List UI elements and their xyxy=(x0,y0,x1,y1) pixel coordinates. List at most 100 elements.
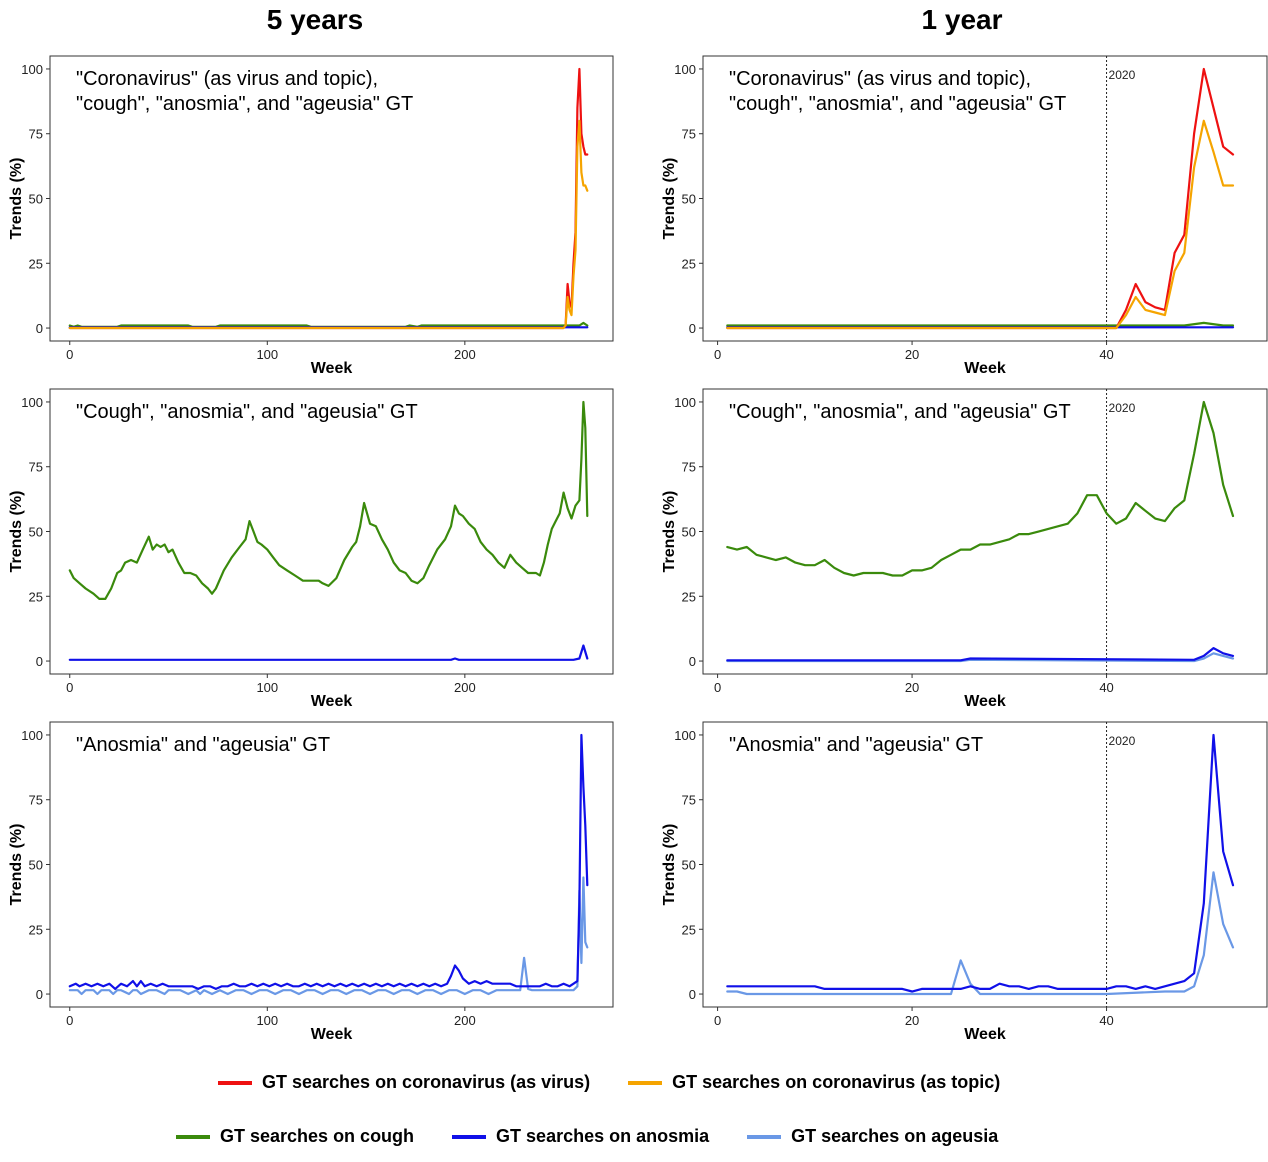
year-2020-marker-label: 2020 xyxy=(1109,401,1136,415)
legend-label-ageusia: GT searches on ageusia xyxy=(791,1126,999,1146)
y-axis-label: Trends (%) xyxy=(8,491,25,573)
x-axis-label: Week xyxy=(964,1026,1006,1043)
y-tick-label: 25 xyxy=(29,256,43,271)
y-tick-label: 100 xyxy=(21,395,43,410)
legend-swatch-anosmia xyxy=(452,1134,487,1139)
legend-item-virus: GT searches on coronavirus (as virus) xyxy=(218,1072,590,1093)
y-tick-label: 0 xyxy=(689,321,696,336)
y-tick-label: 0 xyxy=(689,987,696,1002)
y-tick-label: 50 xyxy=(682,858,696,873)
x-axis-label: Week xyxy=(311,360,353,377)
y-tick-label: 50 xyxy=(682,525,696,540)
y-tick-label: 75 xyxy=(682,127,696,142)
plot-frame xyxy=(49,388,614,675)
legend-swatch-cough xyxy=(176,1134,210,1139)
y-tick-label: 50 xyxy=(682,192,696,207)
panel-title-line-2: "cough", "anosmia", and "ageusia" GT xyxy=(729,93,1066,115)
x-tick-label: 0 xyxy=(66,347,73,362)
x-axis-label: Week xyxy=(964,693,1006,710)
x-tick-label: 0 xyxy=(714,680,721,695)
year-2020-marker-label: 2020 xyxy=(1109,734,1136,748)
y-tick-label: 50 xyxy=(29,525,43,540)
y-tick-label: 0 xyxy=(689,654,696,669)
x-tick-label: 40 xyxy=(1099,1013,1113,1028)
legend-label-topic: GT searches on coronavirus (as topic) xyxy=(672,1072,1001,1092)
x-tick-label: 20 xyxy=(905,347,919,362)
legend-item-ageusia: GT searches on ageusia xyxy=(747,1126,998,1147)
legend-label-cough: GT searches on cough xyxy=(220,1126,415,1146)
series-line-ageusia xyxy=(726,871,1235,996)
legend-label-anosmia: GT searches on anosmia xyxy=(496,1126,710,1146)
y-tick-label: 50 xyxy=(29,858,43,873)
panel-title-line-2: "cough", "anosmia", and "ageusia" GT xyxy=(76,93,413,115)
legend-row-1: GT searches on coronavirus (as virus) GT… xyxy=(218,1072,1038,1093)
year-2020-marker-label: 2020 xyxy=(1109,68,1136,82)
series-line-cough xyxy=(726,321,1235,327)
x-tick-label: 100 xyxy=(256,1013,278,1028)
y-tick-label: 75 xyxy=(682,793,696,808)
y-tick-label: 50 xyxy=(29,192,43,207)
y-axis-label: Trends (%) xyxy=(8,158,25,240)
panel-title-line-1: "Anosmia" and "ageusia" GT xyxy=(76,734,330,756)
legend-swatch-topic xyxy=(628,1080,663,1085)
series-line-topic xyxy=(68,119,589,330)
legend-label-virus: GT searches on coronavirus (as virus) xyxy=(262,1072,591,1092)
series-line-virus xyxy=(726,67,1235,330)
x-axis-label: Week xyxy=(311,1026,353,1043)
x-tick-label: 0 xyxy=(66,1013,73,1028)
legend-swatch-virus xyxy=(218,1080,252,1085)
plot-frame xyxy=(702,388,1268,675)
y-tick-label: 100 xyxy=(674,62,696,77)
chart-panel-1: 0 25 50 75 100 0 100 200 Week Trends (%) "Coronavi… xyxy=(8,55,614,377)
x-tick-label: 200 xyxy=(454,347,476,362)
x-tick-label: 0 xyxy=(714,347,721,362)
x-tick-label: 40 xyxy=(1099,347,1113,362)
y-axis-label: Trends (%) xyxy=(8,824,25,906)
y-tick-label: 100 xyxy=(674,728,696,743)
chart-panel-2: 0 25 50 75 100 0 20 40 Week Trends (%) 2020 "Corona… xyxy=(661,55,1268,377)
series-line-topic xyxy=(726,119,1235,330)
x-tick-label: 200 xyxy=(454,1013,476,1028)
chart-panel-5: 0 25 50 75 100 0 100 200 Week Trends (%) "Anosmia"… xyxy=(8,721,614,1043)
panel-title-line-1: "Anosmia" and "ageusia" GT xyxy=(729,734,983,756)
y-tick-label: 25 xyxy=(682,589,696,604)
y-tick-label: 25 xyxy=(682,256,696,271)
series-line-cough xyxy=(726,400,1235,577)
y-axis-label: Trends (%) xyxy=(661,158,678,240)
legend-row-2: GT searches on cough GT searches on anos… xyxy=(176,1126,1036,1147)
plot-frame xyxy=(702,721,1268,1008)
series-line-cough xyxy=(68,400,589,601)
x-tick-label: 0 xyxy=(714,1013,721,1028)
chart-panel-6: 0 25 50 75 100 0 20 40 Week Trends (%) 2020 "Anosmi… xyxy=(661,721,1268,1043)
y-tick-label: 100 xyxy=(674,395,696,410)
y-tick-label: 25 xyxy=(29,589,43,604)
column-title-1-year: 1 year xyxy=(921,4,1003,35)
x-tick-label: 20 xyxy=(905,1013,919,1028)
series-line-anosmia xyxy=(726,733,1235,993)
plot-frame xyxy=(49,721,614,1008)
y-axis-label: Trends (%) xyxy=(661,491,678,573)
x-tick-label: 100 xyxy=(256,347,278,362)
legend-item-cough: GT searches on cough xyxy=(176,1126,414,1147)
legend-item-topic: GT searches on coronavirus (as topic) xyxy=(628,1072,1000,1093)
y-tick-label: 75 xyxy=(29,793,43,808)
panel-title-line-1: "Coronavirus" (as virus and topic), xyxy=(729,68,1031,90)
legend-item-anosmia: GT searches on anosmia xyxy=(452,1126,709,1147)
y-tick-label: 75 xyxy=(682,460,696,475)
y-tick-label: 75 xyxy=(29,127,43,142)
y-tick-label: 25 xyxy=(682,922,696,937)
x-tick-label: 100 xyxy=(256,680,278,695)
panel-title-line-1: "Cough", "anosmia", and "ageusia" GT xyxy=(76,401,418,423)
chart-panel-4: 0 25 50 75 100 0 20 40 Week Trends (%) 2020 "Cough"… xyxy=(661,388,1268,710)
y-axis-label: Trends (%) xyxy=(661,824,678,906)
y-tick-label: 0 xyxy=(36,654,43,669)
series-line-anosmia xyxy=(726,646,1235,662)
x-axis-label: Week xyxy=(311,693,353,710)
column-title-5-years: 5 years xyxy=(266,4,364,35)
legend-swatch-ageusia xyxy=(747,1134,782,1139)
y-tick-label: 100 xyxy=(21,62,43,77)
x-tick-label: 20 xyxy=(905,680,919,695)
x-tick-label: 200 xyxy=(454,680,476,695)
x-tick-label: 40 xyxy=(1099,680,1113,695)
